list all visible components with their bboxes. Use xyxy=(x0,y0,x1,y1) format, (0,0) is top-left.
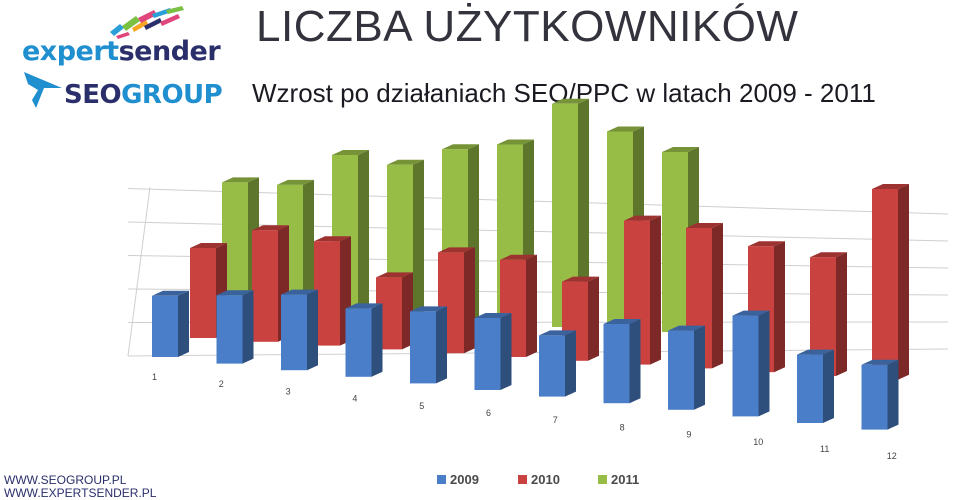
chart-x-tick-label: 4 xyxy=(352,394,357,404)
chart-bar-2009-4 xyxy=(345,303,383,377)
chart-bar-2009-3 xyxy=(281,289,318,371)
chart-x-tick-label: 9 xyxy=(686,430,691,440)
chart-bar-2009-11 xyxy=(797,349,834,423)
chart-x-tick-label: 8 xyxy=(620,422,625,432)
chart-bar-2010-3 xyxy=(314,236,351,346)
seogroup-logo: SEOGROUP xyxy=(22,70,223,112)
chart-x-tick-label: 1 xyxy=(152,372,157,382)
chart-x-tick-label: 5 xyxy=(419,401,424,411)
chart-x-tick-label: 6 xyxy=(486,408,491,418)
chart-bar-2009-10 xyxy=(732,310,770,417)
chart-bar-2009-2 xyxy=(216,290,254,364)
chart-bar-2010-12 xyxy=(872,184,909,380)
chart-bar-2009-5 xyxy=(410,306,447,384)
svg-text:2011: 2011 xyxy=(611,472,639,487)
chart-bar-2009-6 xyxy=(474,313,512,390)
gridline xyxy=(127,188,949,215)
legend-item-2011: 2011 xyxy=(598,472,639,487)
chart-bars xyxy=(152,98,909,430)
chart-bar-2009-9 xyxy=(668,325,705,410)
chart-bar-2009-7 xyxy=(539,330,576,397)
svg-text:2009: 2009 xyxy=(450,472,479,487)
gridline xyxy=(127,221,949,242)
seogroup-logo-mark xyxy=(24,72,62,108)
expertsender-logo-text: expertsender xyxy=(22,36,221,67)
chart-x-tick-label: 2 xyxy=(219,379,224,389)
chart-bar-2010-5 xyxy=(438,247,475,354)
chart-x-tick-label: 7 xyxy=(553,415,558,425)
chart-x-tick-label: 3 xyxy=(286,386,291,396)
chart-bar-2010-9 xyxy=(686,223,723,369)
footer-url-expertsender: WWW.EXPERTSENDER.PL xyxy=(4,486,157,500)
chart-bar-2009-1 xyxy=(152,290,189,357)
chart-x-tick-label: 10 xyxy=(753,437,763,447)
chart-x-tick-label: 11 xyxy=(820,444,829,454)
chart-bar-2010-8 xyxy=(624,215,661,365)
chart-legend: 2009 2010 2011 xyxy=(437,472,639,487)
seogroup-logo-text: SEOGROUP xyxy=(64,80,223,110)
expertsender-logo-mark xyxy=(110,6,184,39)
footer-url-seogroup: WWW.SEOGROUP.PL xyxy=(4,473,127,487)
chart-bar-2009-8 xyxy=(603,319,641,404)
chart-x-tick-label: 12 xyxy=(887,451,897,461)
expertsender-logo: expertsender xyxy=(20,6,221,67)
svg-text:2010: 2010 xyxy=(531,472,560,487)
chart-bar-2009-12 xyxy=(861,359,899,430)
page-title: LICZBA UŻYTKOWNIKÓW xyxy=(256,2,799,51)
legend-item-2009: 2009 xyxy=(437,472,479,487)
legend-item-2010: 2010 xyxy=(518,472,560,487)
